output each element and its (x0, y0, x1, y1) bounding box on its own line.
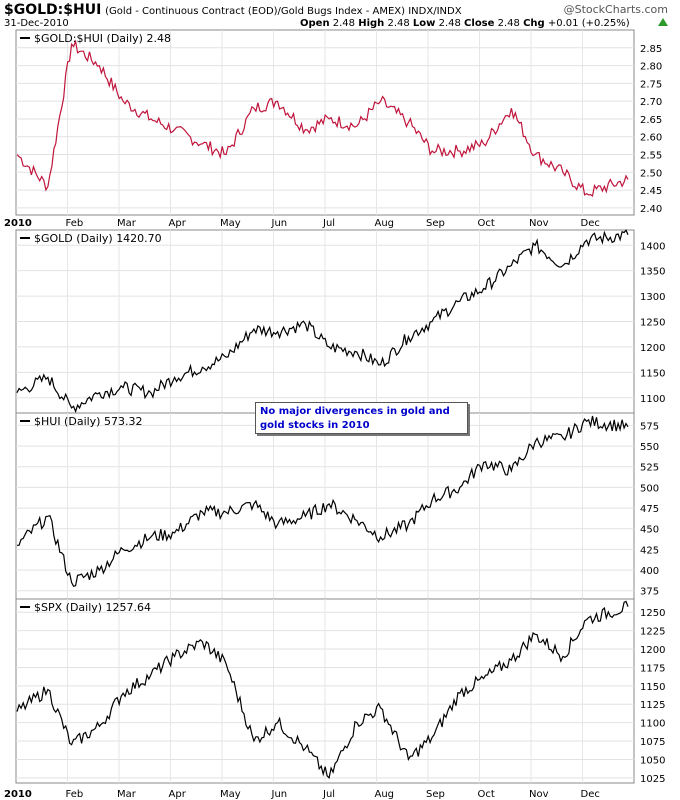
x-tick-label: Oct (478, 789, 495, 800)
y-tick-label: 2.80 (640, 62, 662, 73)
y-tick-label: 2.40 (640, 204, 662, 215)
brand-text: @StockCharts.com (563, 3, 668, 16)
legend-label: $SPX (Daily) 1257.64 (34, 601, 151, 614)
y-tick-label: 2.60 (640, 133, 662, 144)
x-tick-label: Feb (66, 218, 84, 229)
y-tick-label: 2.85 (640, 44, 662, 55)
y-tick-label: 1300 (640, 292, 665, 303)
x-tick-label: Jul (322, 218, 335, 229)
y-tick-label: 450 (640, 525, 659, 536)
ohlc-readout: Open 2.48 High 2.48 Low 2.48 Close 2.48 … (300, 18, 630, 29)
close-value: 2.48 (497, 18, 520, 29)
y-tick-label: 525 (640, 463, 659, 474)
y-tick-label: 1225 (640, 627, 665, 638)
x-tick-label: Jun (271, 218, 288, 229)
legend-label: $GOLD:$HUI (Daily) 2.48 (34, 32, 171, 45)
y-tick-label: 2.65 (640, 115, 662, 126)
y-tick-label: 475 (640, 504, 659, 515)
x-tick-label: Mar (117, 789, 137, 800)
y-tick-label: 550 (640, 442, 659, 453)
y-tick-label: 2.45 (640, 186, 662, 197)
x-tick-label: May (220, 789, 241, 800)
legend-label: $HUI (Daily) 573.32 (34, 415, 142, 428)
y-tick-label: 1075 (640, 737, 665, 748)
x-tick-label: Aug (375, 789, 395, 800)
x-tick-label: Jul (322, 789, 335, 800)
y-tick-label: 1175 (640, 663, 665, 674)
brand-logo: @StockCharts.com (564, 3, 668, 16)
y-tick-label: 500 (640, 483, 659, 494)
chart-title: $GOLD:$HUI (Gold - Continuous Contract (… (4, 2, 462, 18)
open-label: Open (300, 18, 330, 29)
open-value: 2.48 (332, 18, 356, 29)
y-tick-label: 1025 (640, 774, 665, 785)
x-tick-label: Mar (117, 218, 137, 229)
chart-symbol: $GOLD:$HUI (4, 2, 102, 18)
close-label: Close (464, 18, 495, 29)
y-tick-label: 575 (640, 421, 659, 432)
x-tick-label: Aug (375, 218, 395, 229)
series-line (16, 415, 629, 588)
x-tick-label: Feb (66, 789, 84, 800)
y-tick-label: 1125 (640, 700, 665, 711)
up-arrow-icon (658, 18, 668, 26)
y-tick-label: 1350 (640, 267, 665, 278)
series-line (16, 600, 629, 780)
chg-label: Chg (523, 18, 545, 29)
annotation-line-1: No major divergences in gold and (260, 406, 450, 417)
annotation-line-2: gold stocks in 2010 (260, 420, 370, 431)
x-tick-label: Apr (169, 218, 187, 229)
x-tick-label: Apr (169, 789, 187, 800)
x-tick-label: 2010 (4, 218, 32, 229)
series-line (16, 229, 629, 414)
y-tick-label: 425 (640, 545, 659, 556)
x-tick-label: Jun (271, 789, 288, 800)
y-tick-label: 1100 (640, 719, 665, 730)
x-tick-label: Dec (581, 218, 600, 229)
y-tick-label: 1250 (640, 318, 665, 329)
x-tick-label: Sep (426, 218, 445, 229)
y-tick-label: 1100 (640, 394, 665, 405)
high-label: High (358, 18, 385, 29)
y-tick-label: 1150 (640, 368, 665, 379)
low-label: Low (412, 18, 436, 29)
x-tick-label: Oct (478, 218, 495, 229)
low-value: 2.48 (438, 18, 461, 29)
y-tick-label: 2.75 (640, 79, 662, 90)
chg-value: +0.01 (+0.25%) (547, 18, 630, 29)
high-value: 2.48 (387, 18, 410, 29)
x-tick-label: May (220, 218, 241, 229)
y-tick-label: 400 (640, 566, 659, 577)
y-tick-label: 1400 (640, 241, 665, 252)
chart-date: 31-Dec-2010 (4, 18, 69, 29)
y-tick-label: 2.55 (640, 151, 662, 162)
x-tick-label: Sep (426, 789, 445, 800)
chart-description: (Gold - Continuous Contract (EOD)/Gold B… (105, 6, 462, 17)
y-tick-label: 1150 (640, 682, 665, 693)
y-tick-label: 1200 (640, 343, 665, 354)
y-tick-label: 1050 (640, 755, 665, 766)
legend-label: $GOLD (Daily) 1420.70 (34, 232, 162, 245)
y-tick-label: 2.70 (640, 97, 662, 108)
series-line (16, 39, 629, 198)
y-tick-label: 1250 (640, 608, 665, 619)
x-tick-label: 2010 (4, 789, 32, 800)
y-tick-label: 1200 (640, 645, 665, 656)
annotation-box: No major divergences in gold and gold st… (255, 402, 468, 434)
y-tick-label: 2.50 (640, 168, 662, 179)
x-tick-label: Dec (581, 789, 600, 800)
y-tick-label: 375 (640, 587, 659, 598)
x-tick-label: Nov (529, 218, 549, 229)
x-tick-label: Nov (529, 789, 549, 800)
